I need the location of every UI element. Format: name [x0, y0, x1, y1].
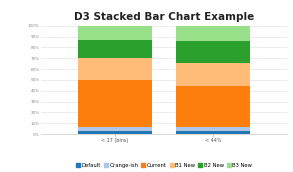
Bar	[176, 63, 250, 87]
Bar	[78, 58, 152, 80]
Bar	[176, 127, 250, 131]
Bar	[176, 41, 250, 63]
Bar	[176, 26, 250, 41]
Bar	[78, 127, 152, 131]
Bar	[176, 87, 250, 127]
Bar	[78, 26, 152, 40]
Bar	[78, 40, 152, 58]
Legend: Default, Orange-ish, Current, B1 New, B2 New, B3 New: Default, Orange-ish, Current, B1 New, B2…	[74, 161, 254, 170]
Title: D3 Stacked Bar Chart Example: D3 Stacked Bar Chart Example	[74, 12, 254, 22]
Bar	[78, 131, 152, 134]
Bar	[176, 131, 250, 134]
Bar	[78, 80, 152, 127]
